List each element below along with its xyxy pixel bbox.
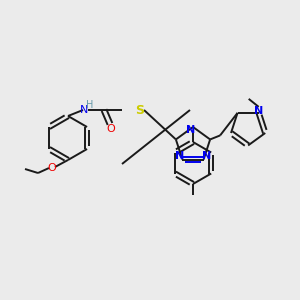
Text: N: N bbox=[254, 106, 263, 116]
Text: N: N bbox=[186, 125, 196, 135]
Text: H: H bbox=[86, 100, 94, 110]
Text: N: N bbox=[202, 151, 211, 160]
Text: N: N bbox=[80, 105, 88, 115]
Text: N: N bbox=[175, 151, 184, 160]
Text: S: S bbox=[136, 103, 145, 116]
Text: O: O bbox=[48, 163, 56, 173]
Text: O: O bbox=[106, 124, 116, 134]
